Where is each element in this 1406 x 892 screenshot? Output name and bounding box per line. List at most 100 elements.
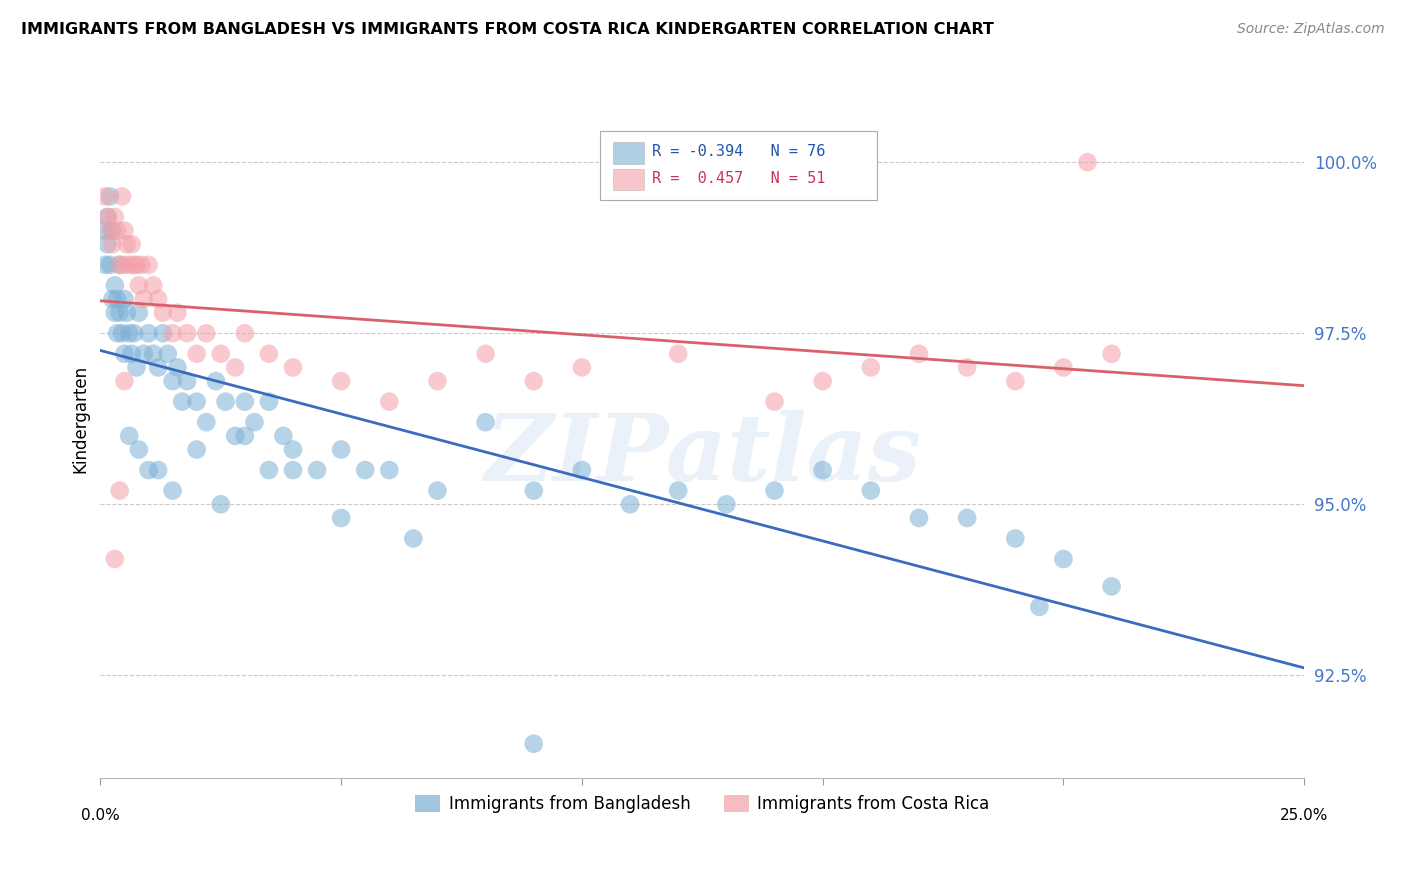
- Point: [176, 326, 198, 341]
- Point: [172, 394, 194, 409]
- Point: [138, 463, 160, 477]
- Point: [108, 306, 131, 320]
- Point: [1028, 599, 1050, 614]
- Point: [125, 258, 148, 272]
- Point: [108, 483, 131, 498]
- Point: [105, 326, 128, 341]
- Point: [257, 463, 280, 477]
- Point: [112, 258, 135, 272]
- FancyBboxPatch shape: [613, 169, 644, 190]
- Point: [115, 306, 138, 320]
- Point: [94, 189, 117, 203]
- Point: [152, 326, 174, 341]
- Point: [474, 415, 496, 429]
- Point: [98, 189, 121, 203]
- Point: [811, 374, 834, 388]
- Point: [112, 374, 135, 388]
- Point: [132, 347, 155, 361]
- Point: [97, 237, 120, 252]
- Point: [121, 347, 143, 361]
- Point: [281, 360, 304, 375]
- Point: [146, 360, 169, 375]
- Point: [122, 326, 145, 341]
- Point: [257, 347, 280, 361]
- Point: [166, 306, 188, 320]
- Point: [281, 463, 304, 477]
- Point: [571, 463, 593, 477]
- Point: [104, 278, 127, 293]
- Point: [121, 237, 143, 252]
- Point: [619, 497, 641, 511]
- Point: [98, 224, 121, 238]
- Point: [474, 347, 496, 361]
- Point: [209, 347, 232, 361]
- Point: [195, 415, 218, 429]
- Point: [956, 511, 979, 525]
- Point: [859, 360, 882, 375]
- Point: [811, 463, 834, 477]
- Point: [1101, 579, 1123, 593]
- Text: IMMIGRANTS FROM BANGLADESH VS IMMIGRANTS FROM COSTA RICA KINDERGARTEN CORRELATIO: IMMIGRANTS FROM BANGLADESH VS IMMIGRANTS…: [21, 22, 994, 37]
- Point: [330, 442, 353, 457]
- Text: Source: ZipAtlas.com: Source: ZipAtlas.com: [1237, 22, 1385, 37]
- Text: ZIPatlas: ZIPatlas: [484, 409, 921, 500]
- Point: [146, 292, 169, 306]
- Point: [118, 258, 141, 272]
- Point: [97, 210, 120, 224]
- Point: [138, 258, 160, 272]
- Point: [101, 224, 124, 238]
- Point: [186, 347, 208, 361]
- Point: [129, 258, 152, 272]
- Point: [146, 463, 169, 477]
- Point: [101, 237, 124, 252]
- Point: [523, 374, 546, 388]
- Point: [1076, 155, 1098, 169]
- Point: [908, 347, 931, 361]
- Point: [105, 292, 128, 306]
- Text: 25.0%: 25.0%: [1279, 808, 1329, 823]
- Text: R =  0.457   N = 51: R = 0.457 N = 51: [652, 171, 825, 186]
- Point: [666, 483, 689, 498]
- Point: [763, 483, 786, 498]
- Point: [101, 292, 124, 306]
- Point: [1052, 552, 1074, 566]
- Point: [122, 258, 145, 272]
- Point: [205, 374, 228, 388]
- Point: [94, 224, 117, 238]
- Point: [108, 258, 131, 272]
- Point: [859, 483, 882, 498]
- Point: [94, 258, 117, 272]
- Legend: Immigrants from Bangladesh, Immigrants from Costa Rica: Immigrants from Bangladesh, Immigrants f…: [409, 789, 995, 820]
- Point: [104, 306, 127, 320]
- Point: [186, 394, 208, 409]
- Point: [716, 497, 738, 511]
- Point: [426, 374, 449, 388]
- Point: [104, 552, 127, 566]
- Text: 0.0%: 0.0%: [82, 808, 120, 823]
- Point: [186, 442, 208, 457]
- Point: [112, 347, 135, 361]
- Point: [138, 326, 160, 341]
- Point: [118, 429, 141, 443]
- Point: [112, 292, 135, 306]
- Point: [233, 394, 256, 409]
- Point: [132, 292, 155, 306]
- Point: [166, 360, 188, 375]
- Point: [523, 737, 546, 751]
- FancyBboxPatch shape: [600, 131, 877, 200]
- Point: [162, 374, 184, 388]
- Point: [233, 326, 256, 341]
- Point: [162, 326, 184, 341]
- Point: [142, 347, 165, 361]
- Point: [108, 258, 131, 272]
- Point: [224, 429, 246, 443]
- Point: [571, 360, 593, 375]
- Point: [956, 360, 979, 375]
- Point: [128, 278, 150, 293]
- Point: [354, 463, 377, 477]
- Point: [426, 483, 449, 498]
- Point: [97, 210, 120, 224]
- Point: [763, 394, 786, 409]
- Point: [152, 306, 174, 320]
- Y-axis label: Kindergarten: Kindergarten: [72, 365, 89, 473]
